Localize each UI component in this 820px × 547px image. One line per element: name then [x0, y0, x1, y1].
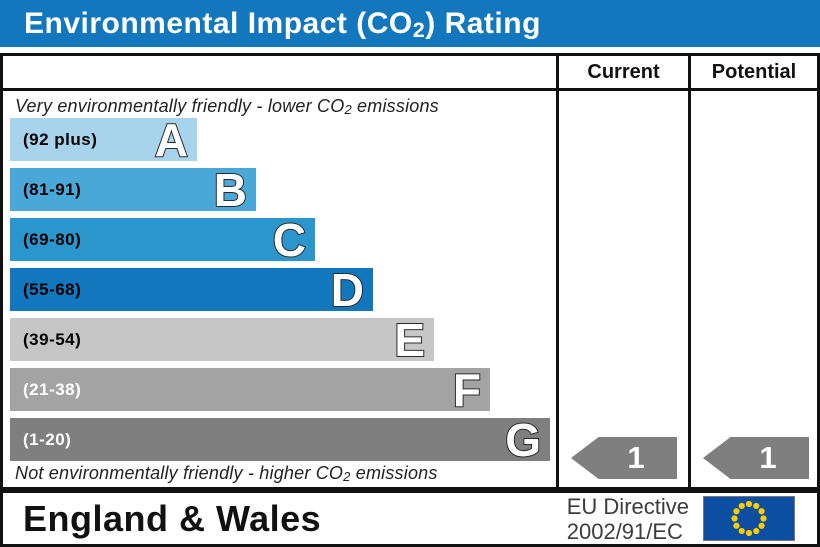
band-d-letter: D	[330, 264, 365, 316]
region-label: England & Wales	[23, 497, 322, 539]
band-f-letter: F	[452, 364, 482, 416]
scale-note-bottom: Not environmentally friendly - higher CO…	[15, 463, 438, 484]
potential-rating-arrow: 1	[703, 437, 809, 479]
potential-column-header: Potential	[688, 56, 817, 88]
band-d-range: (55-68)	[23, 279, 82, 299]
scale-note-top-subscript: 2	[344, 102, 352, 118]
potential-value-cell: 1	[688, 91, 817, 487]
page-title: Environmental Impact (CO2) Rating	[24, 0, 541, 47]
band-a-letter: A	[154, 114, 189, 166]
eu-directive-line1: EU Directive	[566, 493, 689, 519]
band-g-letter: G	[504, 414, 542, 466]
scale-header-cell	[3, 56, 556, 88]
current-value-cell: 1	[556, 91, 688, 487]
band-b-range: (81-91)	[23, 179, 82, 199]
title-bar: Environmental Impact (CO2) Rating	[0, 0, 820, 47]
eu-directive-label: EU Directive 2002/91/EC	[567, 494, 689, 544]
band-c: (69-80) C	[10, 214, 315, 266]
rating-bands: (92 plus) A (81-91) B (69-80) C (55-68) …	[10, 114, 556, 468]
band-d: (55-68) D	[10, 264, 373, 316]
eu-flag-icon	[703, 496, 795, 541]
band-f: (21-38) F	[10, 364, 490, 416]
current-rating-value: 1	[627, 440, 645, 475]
band-f-range: (21-38)	[23, 379, 82, 399]
band-g: (1-20) G	[10, 414, 550, 466]
scale-note-top-post: emissions	[351, 96, 439, 116]
eu-directive-line2: 2002/91/EC	[566, 518, 683, 544]
band-g-range: (1-20)	[23, 429, 72, 449]
rating-table: Current Potential Very environmentally f…	[0, 53, 820, 490]
band-c-range: (69-80)	[23, 229, 82, 249]
title-subscript: 2	[412, 16, 426, 42]
band-b-letter: B	[213, 164, 248, 216]
band-b: (81-91) B	[10, 164, 256, 216]
band-a-range: (92 plus)	[23, 129, 98, 149]
footer-bar: England & Wales EU Directive 2002/91/EC	[0, 490, 820, 547]
band-e: (39-54) E	[10, 314, 434, 366]
table-header-row: Current Potential	[3, 56, 817, 91]
title-post: ) Rating	[425, 7, 541, 40]
scale-note-bottom-pre: Not environmentally friendly - higher CO	[15, 463, 344, 483]
band-a: (92 plus) A	[10, 114, 197, 166]
band-c-letter: C	[272, 214, 307, 266]
scale-note-bottom-subscript: 2	[343, 469, 351, 485]
current-column-header: Current	[556, 56, 688, 88]
current-rating-arrow: 1	[571, 437, 677, 479]
band-e-range: (39-54)	[23, 329, 82, 349]
scale-note-top-pre: Very environmentally friendly - lower CO	[15, 96, 345, 116]
potential-rating-value: 1	[759, 440, 777, 475]
table-body-row: Very environmentally friendly - lower CO…	[3, 91, 817, 487]
title-pre: Environmental Impact (CO	[24, 7, 413, 40]
rating-scale-cell: Very environmentally friendly - lower CO…	[3, 91, 556, 487]
scale-note-top: Very environmentally friendly - lower CO…	[15, 96, 439, 117]
band-e-letter: E	[393, 314, 426, 366]
scale-note-bottom-post: emissions	[350, 463, 438, 483]
